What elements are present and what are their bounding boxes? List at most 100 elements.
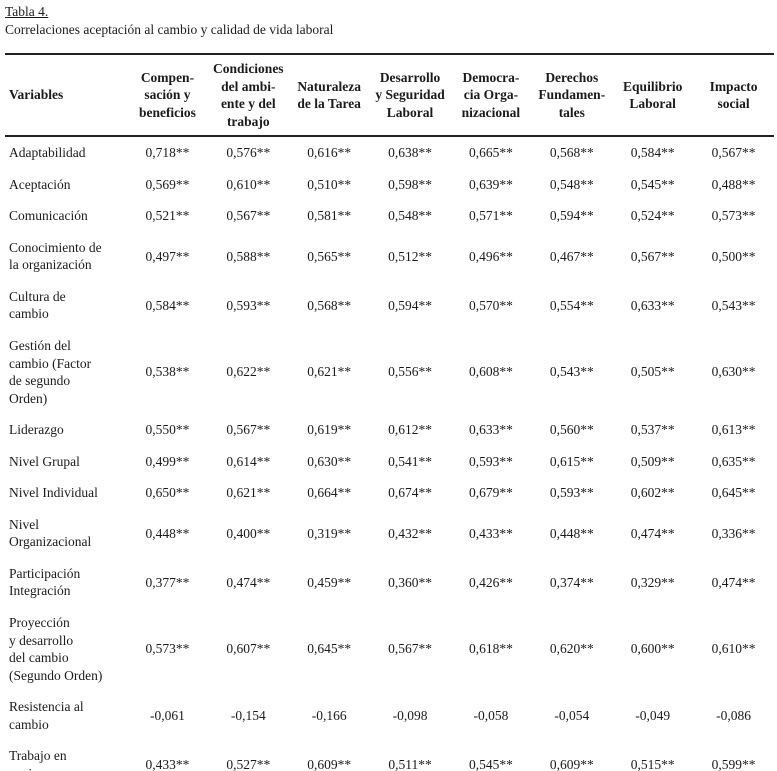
correlation-value: 0,360** [388,574,432,590]
correlation-value: 0,336** [711,525,756,541]
correlation-value: 0,459** [307,574,352,590]
table-row: Liderazgo 0,550** 0,567** 0,619** 0,612** 0,6… [5,414,774,446]
correlation-value: 0,630** [711,364,756,380]
correlation-value: 0,650** [145,485,190,501]
correlation-value: -0,054 [554,707,590,723]
row-label: Proyección y desarrollo del cambio (Segu… [9,615,103,683]
correlation-value: 0,679** [469,485,513,501]
correlation-value: 0,524** [630,208,675,224]
correlation-value: 0,500** [711,248,756,264]
correlation-value: 0,573** [711,208,756,224]
correlation-value: 0,567** [630,248,675,264]
correlation-value: 0,538** [145,364,190,380]
table-title: Tabla 4. [5,4,49,19]
correlation-value: 0,594** [388,297,432,313]
correlation-value: 0,543** [549,364,594,380]
table-row: Trabajo en equipo 0,433** 0,527** 0,609** 0,… [5,740,774,771]
row-label: Gestión del cambio (Factor de segundo Or… [9,338,92,406]
table-row: Adaptabilidad 0,718** 0,576** 0,616** 0,638*… [5,136,774,169]
row-label: Cultura de cambio [9,288,66,322]
correlation-value: 0,329** [630,574,675,590]
correlation-value: 0,609** [549,757,594,771]
correlation-value: 0,467** [549,248,594,264]
correlation-value: 0,609** [307,757,352,771]
correlation-value: 0,527** [226,757,271,771]
correlation-value: 0,568** [307,297,352,313]
column-header: Naturaleza de la Tarea [288,54,370,138]
table-row: Aceptación 0,569** 0,610** 0,510** 0,598** 0,… [5,169,774,201]
correlation-value: 0,645** [307,641,352,657]
correlation-value: 0,488** [711,176,756,192]
row-label: Liderazgo [9,422,64,438]
correlation-value: 0,509** [630,453,675,469]
table-row: Proyección y desarrollo del cambio (Segu… [5,607,774,691]
column-header: Equilibrio Laboral [612,54,694,138]
correlation-value: 0,567** [711,145,756,161]
correlation-value: 0,664** [307,485,352,501]
correlation-value: 0,560** [549,422,594,438]
correlation-value: 0,607** [226,641,271,657]
correlation-value: 0,613** [711,422,756,438]
correlation-value: 0,593** [226,297,271,313]
correlation-value: 0,621** [307,364,352,380]
correlation-value: 0,556** [388,364,432,380]
correlation-value: 0,593** [549,485,594,501]
correlation-value: 0,581** [307,208,352,224]
column-header: Democra- cia Orga- nizacional [450,54,532,138]
correlation-value: 0,608** [469,364,513,380]
correlation-value: 0,674** [388,485,432,501]
correlation-value: 0,474** [226,574,271,590]
correlation-value: 0,615** [549,453,594,469]
correlation-value: 0,612** [388,422,432,438]
correlation-value: 0,550** [145,422,190,438]
correlation-value: 0,499** [145,453,190,469]
table-caption: Correlaciones aceptación al cambio y cal… [5,22,334,37]
correlation-value: 0,565** [307,248,352,264]
correlation-value: -0,166 [311,707,347,723]
correlation-value: 0,545** [630,176,675,192]
correlation-value: 0,614** [226,453,271,469]
correlation-value: 0,319** [307,525,352,541]
correlation-value: 0,567** [226,208,271,224]
correlation-value: 0,545** [469,757,513,771]
correlation-value: 0,616** [307,145,352,161]
correlation-value: 0,576** [226,145,271,161]
correlation-value: 0,619** [307,422,352,438]
correlation-value: 0,594** [549,208,594,224]
row-label: Resistencia al cambio [9,699,84,732]
correlation-value: -0,098 [392,707,428,723]
correlation-value: 0,448** [549,525,594,541]
column-header: Desarrollo y Seguridad Laboral [369,54,451,138]
correlation-value: 0,377** [145,574,190,590]
correlation-value: -0,058 [473,707,509,723]
row-label: Nivel Individual [9,485,98,501]
correlation-value: 0,635** [711,453,756,469]
correlation-value: 0,537** [630,422,675,438]
row-label: Conocimiento de la organización [9,239,102,273]
correlation-value: 0,400** [226,525,271,541]
correlation-value: -0,086 [716,707,751,723]
correlation-value: 0,521** [145,208,190,224]
correlation-value: 0,599** [711,757,756,771]
correlation-value: 0,588** [226,248,271,264]
correlation-value: 0,510** [307,176,352,192]
correlation-value: 0,633** [630,297,675,313]
correlation-value: 0,567** [226,422,271,438]
correlation-value: 0,584** [145,297,190,313]
correlation-value: 0,573** [145,641,190,657]
correlation-value: 0,426** [469,574,513,590]
correlation-value: 0,543** [711,297,756,313]
correlation-value: 0,568** [549,145,594,161]
row-label: Nivel Organizacional [9,516,92,550]
table-row: Gestión del cambio (Factor de segundo Or… [5,330,774,414]
correlation-value: 0,570** [469,297,513,313]
correlation-value: 0,600** [630,641,675,657]
correlation-value: 0,511** [388,757,432,771]
correlation-value: 0,621** [226,485,271,501]
correlation-value: 0,584** [630,145,675,161]
correlation-value: -0,154 [230,707,266,723]
row-label: Aceptación [9,176,71,192]
table-row: Participación Integración 0,377** 0,474** 0… [5,558,774,607]
correlation-value: 0,633** [469,422,513,438]
